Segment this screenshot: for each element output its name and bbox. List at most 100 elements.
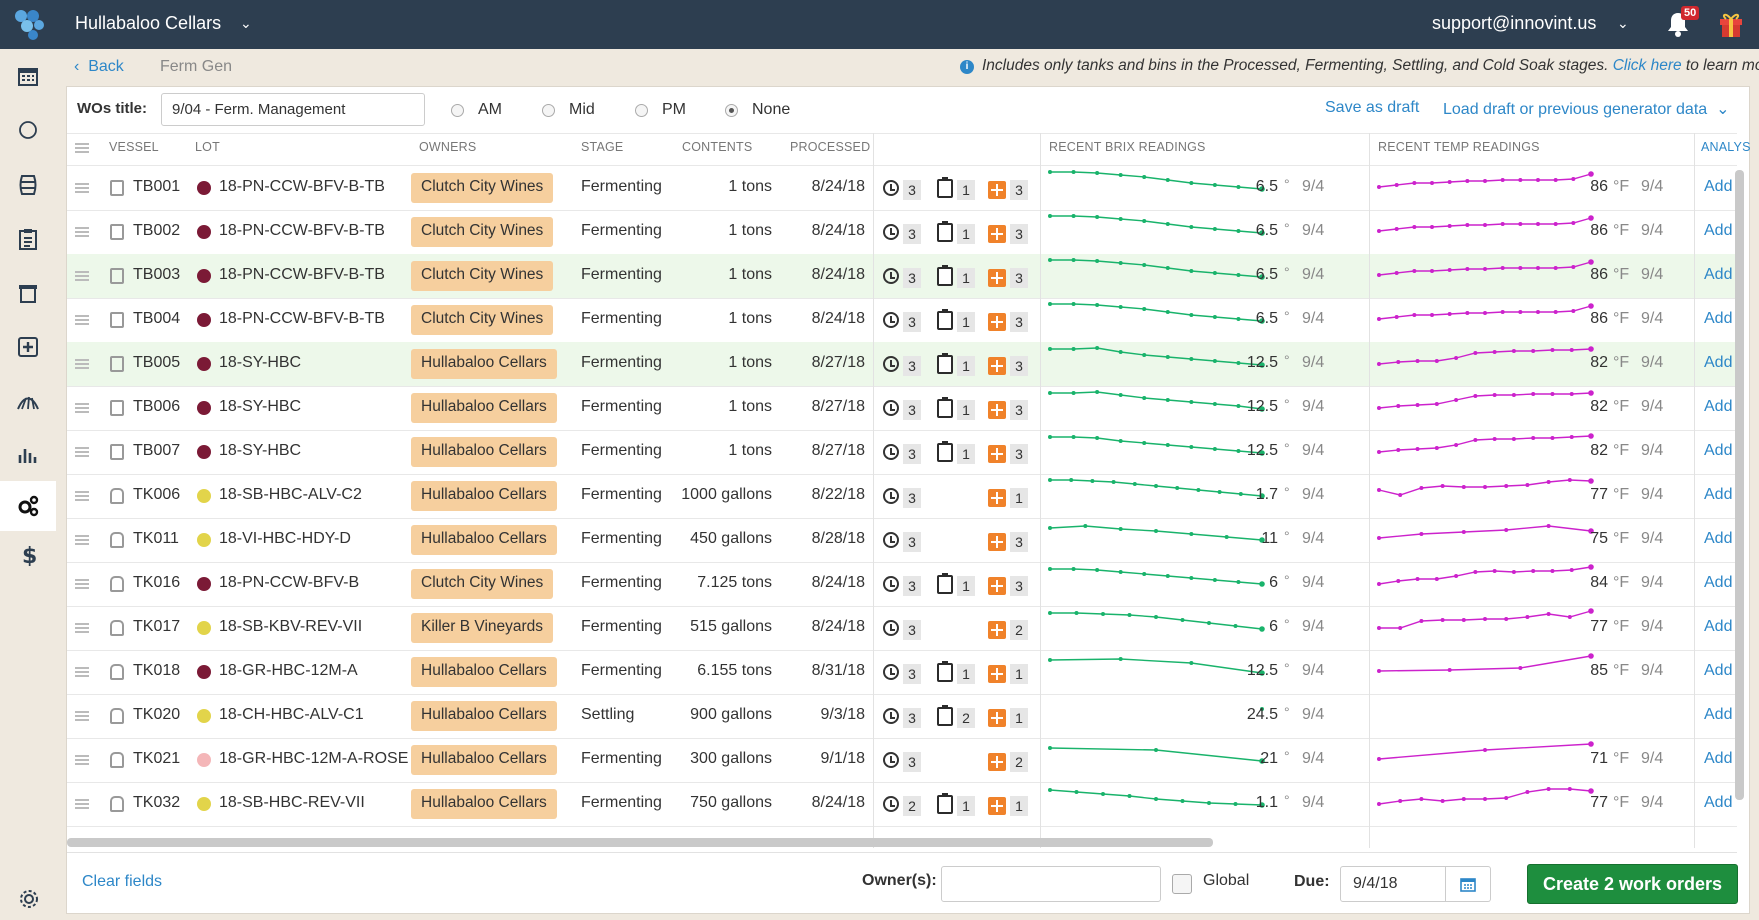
lot-code[interactable]: 18-GR-HBC-12M-A-ROSE	[219, 750, 409, 767]
history-icon[interactable]	[883, 400, 899, 416]
vessel-code[interactable]: TB005	[133, 354, 181, 371]
add-task-icon[interactable]	[988, 181, 1006, 199]
lot-code[interactable]: 18-SY-HBC	[219, 442, 302, 459]
clipboard-icon[interactable]	[937, 661, 953, 682]
vessel-code[interactable]: TB003	[133, 266, 181, 283]
table-row[interactable]: TK017 18-SB-KBV-REV-VII Killer B Vineyar…	[67, 606, 1737, 650]
col-contents[interactable]: CONTENTS	[682, 140, 753, 154]
wos-title-input[interactable]	[161, 93, 425, 126]
history-icon[interactable]	[883, 532, 899, 548]
sidebar-item-calendar[interactable]	[0, 54, 56, 98]
table-row[interactable]: TK021 18-GR-HBC-12M-A-ROSE Hullabaloo Ce…	[67, 738, 1737, 782]
drag-handle-icon[interactable]	[75, 799, 89, 809]
table-row[interactable]: TK011 18-VI-HBC-HDY-D Hullabaloo Cellars…	[67, 518, 1737, 562]
table-row[interactable]: TK016 18-PN-CCW-BFV-B Clutch City Wines …	[67, 562, 1737, 606]
vessel-code[interactable]: TB002	[133, 222, 181, 239]
drag-handle-icon[interactable]	[75, 491, 89, 501]
col-lot[interactable]: LOT	[195, 140, 220, 154]
sidebar-item-settings-active[interactable]	[0, 481, 56, 531]
drag-handle-icon[interactable]	[75, 535, 89, 545]
history-icon[interactable]	[883, 752, 899, 768]
due-date-input[interactable]: 9/4/18	[1340, 866, 1446, 902]
radio-dot-selected[interactable]	[725, 103, 738, 117]
clipboard-icon[interactable]	[937, 793, 953, 814]
history-icon[interactable]	[883, 620, 899, 636]
table-row[interactable]: TB005 18-SY-HBC Hullabaloo Cellars Ferme…	[67, 342, 1737, 386]
radio-mid[interactable]: Mid	[542, 101, 595, 119]
radio-none[interactable]: None	[725, 101, 790, 119]
vessel-code[interactable]: TK017	[133, 618, 181, 635]
innovint-logo-icon[interactable]	[12, 8, 46, 42]
create-work-orders-button[interactable]: Create 2 work orders	[1527, 864, 1738, 904]
winery-name[interactable]: Hullabaloo Cellars	[75, 13, 222, 33]
clipboard-icon[interactable]	[937, 265, 953, 286]
add-task-icon[interactable]	[988, 709, 1006, 727]
load-draft-link[interactable]: Load draft or previous generator data ⌄	[1443, 101, 1730, 118]
col-processed[interactable]: PROCESSED	[790, 140, 871, 154]
history-icon[interactable]	[883, 576, 899, 592]
add-analysis-link[interactable]: Add	[1704, 442, 1733, 459]
sidebar-item-archive[interactable]	[0, 271, 56, 315]
global-checkbox[interactable]	[1172, 874, 1192, 894]
history-icon[interactable]	[883, 444, 899, 460]
lot-code[interactable]: 18-PN-CCW-BFV-B-TB	[219, 266, 385, 283]
history-icon[interactable]	[883, 488, 899, 504]
add-analysis-link[interactable]: Add	[1704, 266, 1733, 283]
table-row[interactable]: TK006 18-SB-HBC-ALV-C2 Hullabaloo Cellar…	[67, 474, 1737, 518]
add-analysis-link[interactable]: Add	[1704, 750, 1733, 767]
settings-gear-icon[interactable]	[18, 888, 40, 910]
add-analysis-link[interactable]: Add	[1704, 794, 1733, 811]
vessel-code[interactable]: TK021	[133, 750, 181, 767]
lot-code[interactable]: 18-VI-HBC-HDY-D	[219, 530, 351, 547]
table-row[interactable]: TB006 18-SY-HBC Hullabaloo Cellars Ferme…	[67, 386, 1737, 430]
sidebar-item-work-orders[interactable]	[0, 217, 56, 261]
radio-pm[interactable]: PM	[635, 101, 686, 119]
vessel-code[interactable]: TK016	[133, 574, 181, 591]
table-row[interactable]: TB004 18-PN-CCW-BFV-B-TB Clutch City Win…	[67, 298, 1737, 342]
lot-code[interactable]: 18-PN-CCW-BFV-B-TB	[219, 310, 385, 327]
drag-handle-icon[interactable]	[75, 579, 89, 589]
sidebar-item-vineyards[interactable]	[0, 379, 56, 423]
drag-handle-icon[interactable]	[75, 667, 89, 677]
table-row[interactable]: TK020 18-CH-HBC-ALV-C1 Hullabaloo Cellar…	[67, 694, 1737, 738]
history-icon[interactable]	[883, 268, 899, 284]
lot-code[interactable]: 18-SY-HBC	[219, 398, 302, 415]
sidebar-item-reports[interactable]	[0, 433, 56, 477]
drag-handle-icon[interactable]	[75, 403, 89, 413]
sidebar-item-billing[interactable]: $	[0, 532, 56, 576]
add-analysis-link[interactable]: Add	[1704, 706, 1733, 723]
gift-icon[interactable]	[1718, 10, 1744, 38]
vessel-code[interactable]: TB007	[133, 442, 181, 459]
history-icon[interactable]	[883, 664, 899, 680]
drag-handle-icon[interactable]	[75, 711, 89, 721]
sidebar-item-circle[interactable]	[0, 108, 56, 152]
add-analysis-link[interactable]: Add	[1704, 662, 1733, 679]
add-analysis-link[interactable]: Add	[1704, 178, 1733, 195]
history-icon[interactable]	[883, 180, 899, 196]
save-as-draft-link[interactable]: Save as draft	[1325, 99, 1420, 116]
add-analysis-link[interactable]: Add	[1704, 618, 1733, 635]
add-analysis-link[interactable]: Add	[1704, 574, 1733, 591]
table-row[interactable]: TB001 18-PN-CCW-BFV-B-TB Clutch City Win…	[67, 166, 1737, 210]
add-analysis-link[interactable]: Add	[1704, 354, 1733, 371]
drag-handle-icon[interactable]	[75, 623, 89, 633]
add-task-icon[interactable]	[988, 313, 1006, 331]
drag-handle-icon[interactable]	[75, 183, 89, 193]
clipboard-icon[interactable]	[937, 309, 953, 330]
add-task-icon[interactable]	[988, 269, 1006, 287]
add-task-icon[interactable]	[988, 401, 1006, 419]
lot-code[interactable]: 18-SB-HBC-ALV-C2	[219, 486, 362, 503]
radio-dot[interactable]	[542, 103, 555, 117]
clipboard-icon[interactable]	[937, 177, 953, 198]
lot-code[interactable]: 18-PN-CCW-BFV-B-TB	[219, 222, 385, 239]
clipboard-icon[interactable]	[937, 397, 953, 418]
col-stage[interactable]: STAGE	[581, 140, 624, 154]
col-owners[interactable]: OWNERS	[419, 140, 477, 154]
vessel-code[interactable]: TK020	[133, 706, 181, 723]
lot-code[interactable]: 18-CH-HBC-ALV-C1	[219, 706, 364, 723]
chevron-down-icon[interactable]: ⌄	[1617, 15, 1629, 31]
drag-handle-icon[interactable]	[75, 227, 89, 237]
add-task-icon[interactable]	[988, 577, 1006, 595]
add-analysis-link[interactable]: Add	[1704, 222, 1733, 239]
vessel-code[interactable]: TB006	[133, 398, 181, 415]
